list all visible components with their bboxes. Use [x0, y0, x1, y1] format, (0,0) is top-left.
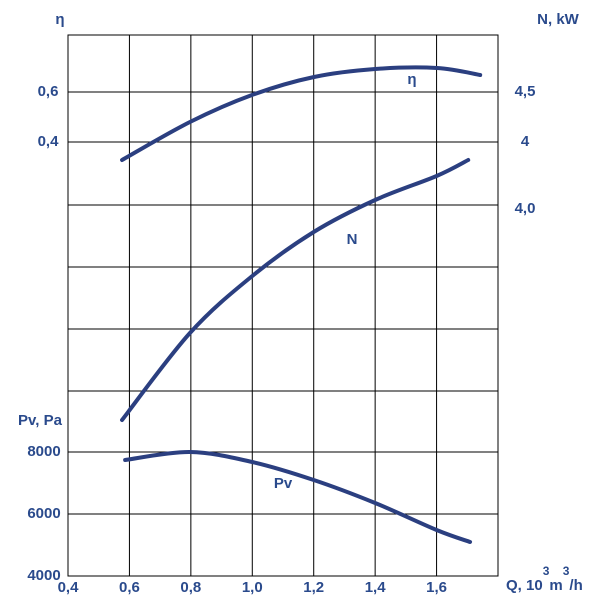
- y2-axis-title: N, kW: [537, 11, 580, 28]
- curve-label: N: [347, 231, 358, 248]
- y-tick-label: 8000: [27, 443, 60, 460]
- y3-axis-title: Pv, Pa: [18, 412, 63, 429]
- x-title-text: Q, 10: [506, 577, 543, 594]
- y-tick-label: 4,5: [515, 83, 536, 100]
- y2-extra-label: 4,0: [515, 200, 536, 217]
- y-tick-label: 4000: [27, 567, 60, 584]
- plot-frame: [67, 34, 499, 577]
- curve-label: η: [407, 71, 416, 88]
- y-tick-label: 6000: [27, 505, 60, 522]
- y-tick-label: 0,6: [38, 83, 59, 100]
- curve: [120, 158, 471, 422]
- x-tick-label: 1,6: [426, 579, 447, 596]
- curve: [120, 65, 483, 162]
- x-tick-label: 1,2: [303, 579, 324, 596]
- y-axis-title: η: [55, 11, 64, 28]
- curve: [123, 449, 473, 544]
- curve-label: Pv: [274, 475, 293, 492]
- x-tick-label: 0,4: [58, 579, 80, 596]
- y-tick-label: 4: [521, 133, 530, 150]
- x-title-sup: 3: [563, 564, 570, 578]
- x-axis-title: Q, 103m3/h: [506, 564, 583, 594]
- x-title-tail: /h: [569, 577, 582, 594]
- x-title-unit: m: [549, 577, 562, 594]
- x-tick-label: 0,6: [119, 579, 140, 596]
- x-title-sup: 3: [543, 564, 550, 578]
- grid: [68, 204, 498, 392]
- y-tick-label: 0,4: [38, 133, 60, 150]
- x-tick-label: 1,4: [365, 579, 387, 596]
- x-tick-label: 1,0: [242, 579, 263, 596]
- x-tick-label: 0,8: [180, 579, 201, 596]
